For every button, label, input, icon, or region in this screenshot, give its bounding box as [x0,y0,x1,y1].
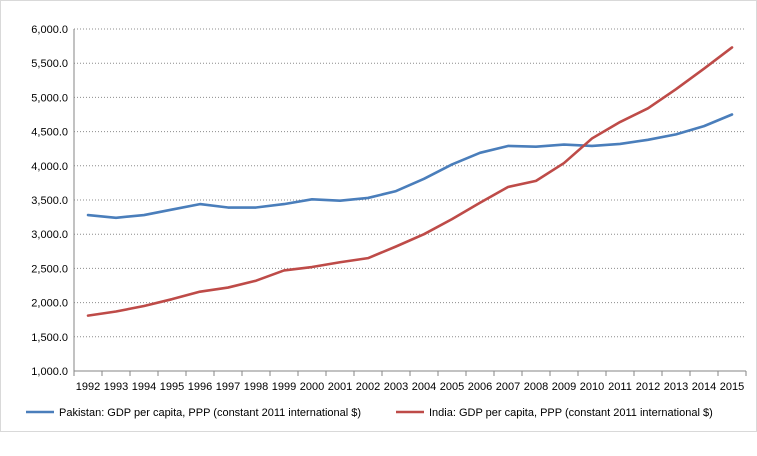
x-tick-labels: 1992 1993 1994 1995 1996 1997 1998 1999 2000 2001… [76,381,744,393]
y-tick-label: 2,000.0 [31,298,68,310]
y-tick-label: 5,500.0 [31,58,68,70]
x-tick-label: 2002 [356,381,380,393]
x-tick-label: 2008 [524,381,548,393]
x-tick-label: 2009 [552,381,576,393]
y-tick-label: 3,000.0 [31,229,68,241]
axes [73,29,747,376]
legend-item-india: India: GDP per capita, PPP (constant 201… [396,407,713,419]
y-tick-label: 2,500.0 [31,263,68,275]
x-tick-label: 1992 [76,381,100,393]
x-tick-label: 1998 [244,381,268,393]
x-tick-label: 2006 [468,381,492,393]
x-tick-label: 2003 [384,381,408,393]
y-tick-label: 3,500.0 [31,195,68,207]
x-tick-label: 2013 [664,381,688,393]
y-tick-label: 6,000.0 [31,24,68,36]
x-tick-label: 2004 [412,381,436,393]
chart-frame: 1,000.0 1,500.0 2,000.0 2,500.0 3,000.0 3,500… [0,0,757,432]
x-tick-label: 1994 [132,381,156,393]
x-tick-label: 2007 [496,381,520,393]
legend-label: Pakistan: GDP per capita, PPP (constant … [59,407,361,419]
x-tick-label: 2012 [636,381,660,393]
x-tick-label: 2000 [300,381,324,393]
gridlines [74,28,746,338]
legend: Pakistan: GDP per capita, PPP (constant … [26,407,713,419]
y-tick-label: 1,000.0 [31,366,68,378]
y-tick-label: 4,000.0 [31,161,68,173]
series-line-india [86,46,734,317]
x-tick-label: 1995 [160,381,184,393]
y-tick-label: 5,000.0 [31,92,68,104]
x-tick-label: 2014 [692,381,716,393]
x-tick-label: 1996 [188,381,212,393]
x-tick-label: 2005 [440,381,464,393]
series-lines [86,46,734,317]
legend-item-pakistan: Pakistan: GDP per capita, PPP (constant … [26,407,361,419]
y-tick-label: 1,500.0 [31,332,68,344]
x-tick-label: 2010 [580,381,604,393]
legend-label: India: GDP per capita, PPP (constant 201… [429,407,713,419]
y-tick-labels: 1,000.0 1,500.0 2,000.0 2,500.0 3,000.0 3,500… [31,24,68,378]
x-tick-label: 1999 [272,381,296,393]
x-tick-label: 2001 [328,381,352,393]
x-tick-label: 1993 [104,381,128,393]
x-tick-label: 2011 [608,381,632,393]
x-tick-label: 1997 [216,381,240,393]
x-tick-label: 2015 [720,381,744,393]
series-line-pakistan [86,113,734,220]
y-tick-label: 4,500.0 [31,127,68,139]
